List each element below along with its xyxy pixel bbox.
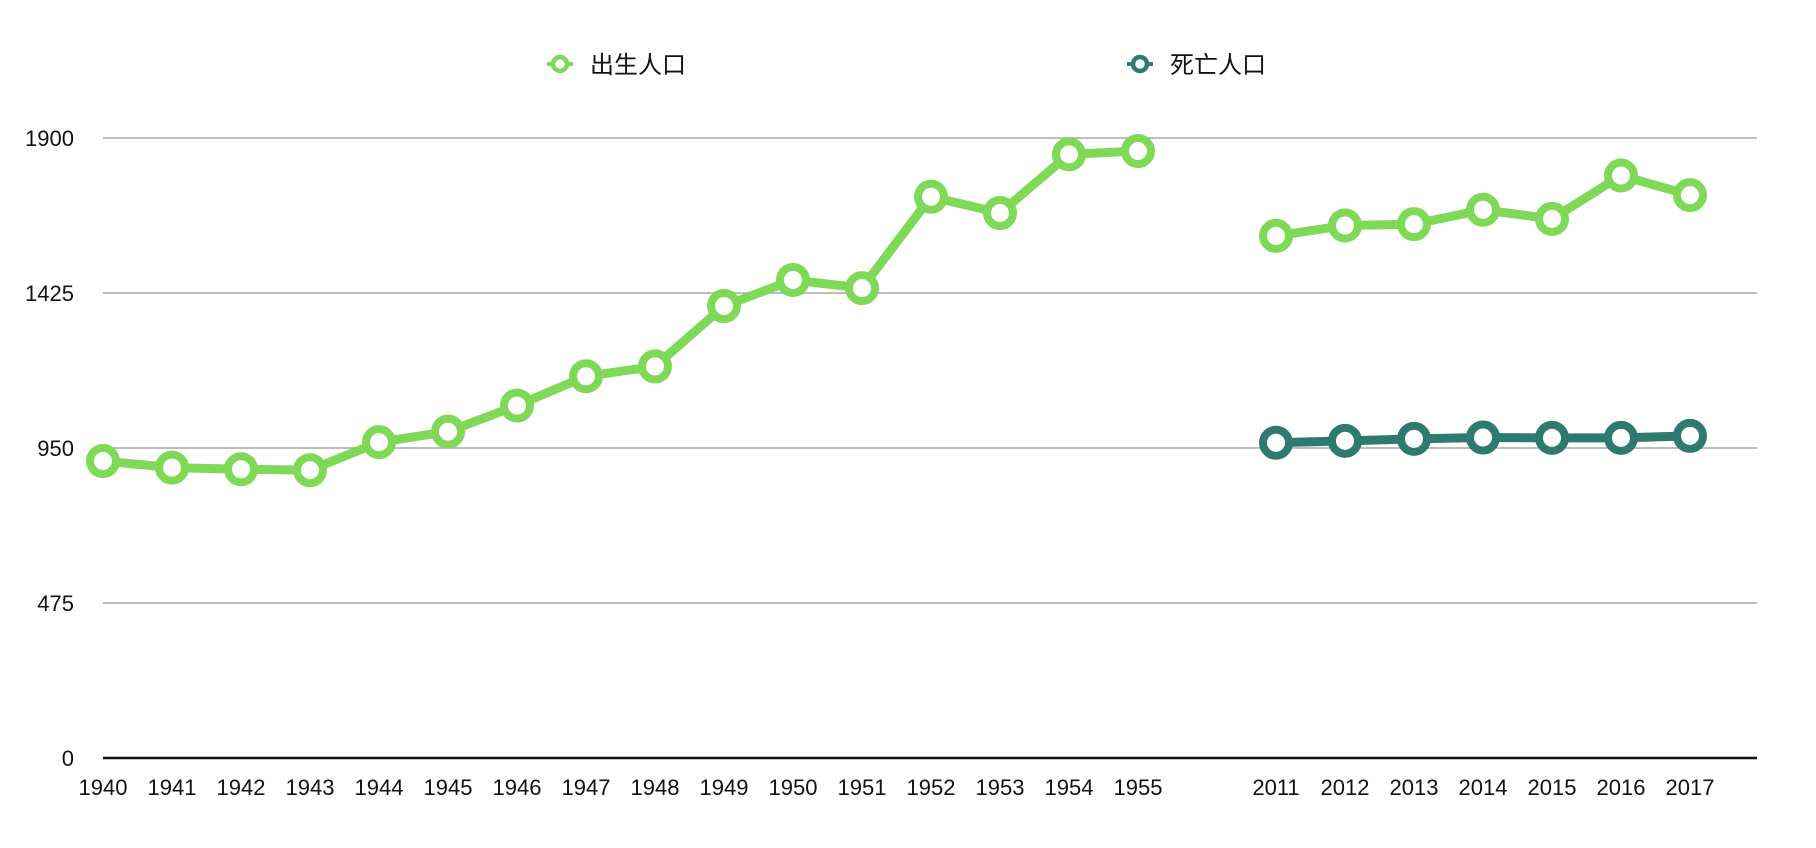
x-tick-label: 1942 xyxy=(217,775,266,800)
y-tick-label: 1900 xyxy=(25,126,74,151)
x-tick-label: 1944 xyxy=(355,775,404,800)
legend-marker xyxy=(550,54,570,74)
series-layer xyxy=(86,134,1707,488)
x-tick-label: 1950 xyxy=(769,775,818,800)
legend-item-1: 出生人口 xyxy=(547,51,686,79)
data-point xyxy=(362,425,396,460)
legend-marker xyxy=(1130,54,1150,74)
data-point xyxy=(983,196,1017,231)
series-1 xyxy=(86,134,1707,488)
x-tick-label: 1955 xyxy=(1114,775,1163,800)
x-tick-label: 1953 xyxy=(976,775,1025,800)
x-tick-label: 1949 xyxy=(700,775,749,800)
axes: 0 475 950 1425 1900 1940 1941 1942 1943 1944 1945 1… xyxy=(25,126,1757,800)
x-tick-label: 2015 xyxy=(1528,775,1577,800)
x-tick-label: 1943 xyxy=(286,775,335,800)
data-point xyxy=(707,289,741,324)
data-point xyxy=(1466,192,1500,227)
data-point xyxy=(1259,425,1293,460)
data-point xyxy=(1397,207,1431,242)
x-tick-label: 1941 xyxy=(148,775,197,800)
x-tick-label: 2013 xyxy=(1390,775,1439,800)
data-point xyxy=(86,444,120,479)
data-point xyxy=(845,271,879,306)
x-tick-label: 2012 xyxy=(1321,775,1370,800)
x-tick-label: 2017 xyxy=(1666,775,1715,800)
y-tick-label: 0 xyxy=(62,746,74,771)
data-point xyxy=(1535,420,1569,455)
x-tick-label: 1948 xyxy=(631,775,680,800)
data-point xyxy=(1466,420,1500,455)
data-point xyxy=(1673,178,1707,213)
data-point xyxy=(1052,137,1086,172)
x-tick-label: 1954 xyxy=(1045,775,1094,800)
data-point xyxy=(638,349,672,384)
y-tick-label: 1425 xyxy=(25,281,74,306)
data-point xyxy=(1121,134,1155,169)
data-point xyxy=(1259,218,1293,253)
x-tick-label: 1940 xyxy=(79,775,128,800)
legend-item-2: 死亡人口 xyxy=(1127,51,1266,79)
data-point xyxy=(293,453,327,488)
y-tick-label: 950 xyxy=(37,436,74,461)
data-point xyxy=(569,359,603,394)
y-tick-label: 475 xyxy=(37,591,74,616)
x-tick-label: 1946 xyxy=(493,775,542,800)
x-tick-label: 1951 xyxy=(838,775,887,800)
data-point xyxy=(1535,201,1569,236)
data-point xyxy=(1673,418,1707,453)
data-point xyxy=(1397,421,1431,456)
x-tick-label: 2011 xyxy=(1252,775,1299,800)
data-point xyxy=(914,179,948,214)
x-tick-label: 1945 xyxy=(424,775,473,800)
legend-label: 出生人口 xyxy=(590,51,686,79)
data-point xyxy=(776,262,810,297)
data-point xyxy=(1328,423,1362,458)
data-point xyxy=(155,450,189,485)
legend-label: 死亡人口 xyxy=(1170,51,1266,79)
x-tick-label: 2014 xyxy=(1459,775,1508,800)
data-point xyxy=(1604,158,1638,193)
series-line xyxy=(98,146,1143,475)
x-tick-label: 1947 xyxy=(562,775,611,800)
data-point xyxy=(431,414,465,449)
data-point xyxy=(1604,420,1638,455)
x-tick-label: 2016 xyxy=(1597,775,1646,800)
data-point xyxy=(1328,208,1362,243)
data-point xyxy=(224,452,258,487)
legend: 出生人口 死亡人口 xyxy=(547,51,1266,79)
series-2 xyxy=(1259,418,1707,460)
x-tick-label: 1952 xyxy=(907,775,956,800)
data-point xyxy=(500,388,534,423)
